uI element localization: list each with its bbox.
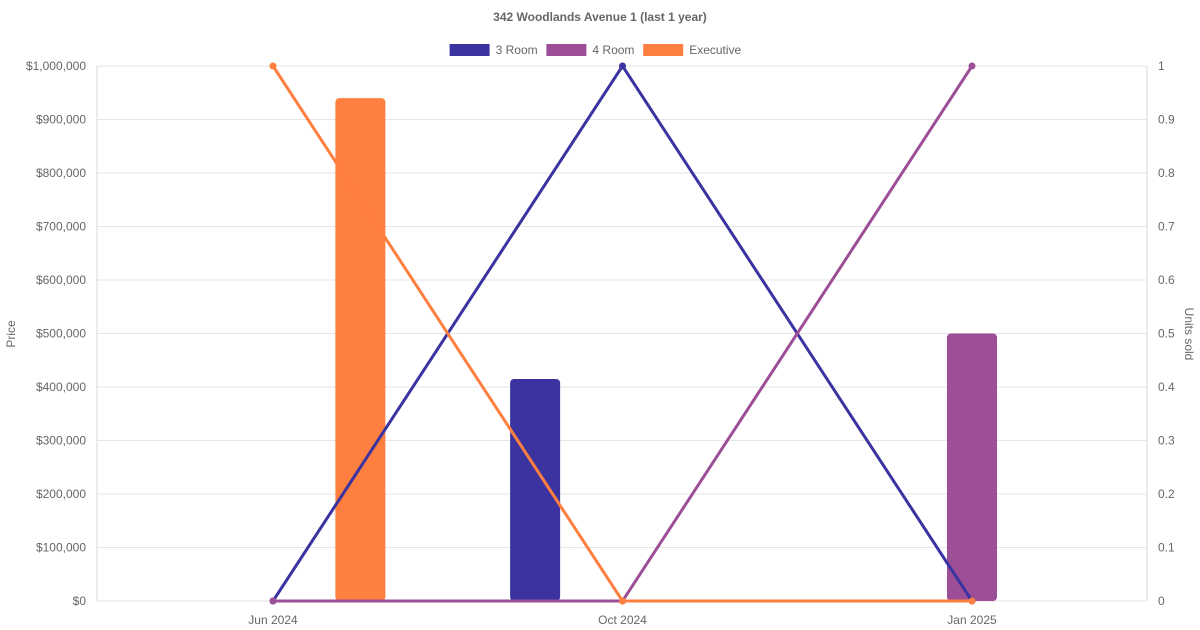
line-point[interactable] — [619, 62, 626, 70]
right-tick-label: 0.4 — [1158, 380, 1175, 394]
right-tick-label: 0.6 — [1158, 273, 1175, 287]
left-tick-label: $200,000 — [36, 487, 86, 501]
legend-label: 3 Room — [496, 43, 538, 57]
right-axis-ticks: 0 0.1 0.2 0.3 0.4 0.5 0.6 0.7 0.8 0.9 1 — [1158, 59, 1175, 608]
left-tick-label: $600,000 — [36, 273, 86, 287]
line-point[interactable] — [968, 62, 976, 70]
left-tick-label: $700,000 — [36, 220, 86, 234]
left-axis-title: Price — [4, 320, 18, 348]
legend-item[interactable]: 4 Room — [546, 43, 634, 57]
right-tick-label: 0.8 — [1158, 166, 1175, 180]
bar[interactable] — [510, 378, 561, 601]
left-tick-label: $0 — [73, 594, 87, 608]
right-tick-label: 0.3 — [1158, 434, 1175, 448]
left-tick-label: $800,000 — [36, 166, 86, 180]
line-point[interactable] — [269, 597, 277, 605]
left-axis-ticks: $0 $100,000 $200,000 $300,000 $400,000 $500,0… — [26, 59, 86, 608]
legend-swatch — [449, 44, 490, 56]
x-tick-label: Jan 2025 — [947, 613, 997, 627]
right-tick-label: 0.9 — [1158, 113, 1175, 127]
left-tick-label: $900,000 — [36, 113, 86, 127]
right-axis-title: Units sold — [1182, 308, 1196, 361]
right-tick-label: 0.2 — [1158, 487, 1175, 501]
right-tick-label: 1 — [1158, 59, 1165, 73]
legend-label: 4 Room — [592, 43, 634, 57]
chart-title: 342 Woodlands Avenue 1 (last 1 year) — [493, 10, 707, 24]
x-tick-label: Oct 2024 — [598, 613, 647, 627]
left-tick-label: $300,000 — [36, 434, 86, 448]
line-point[interactable] — [968, 597, 976, 605]
legend-label: Executive — [689, 43, 741, 57]
legend-item[interactable]: 3 Room — [449, 43, 538, 57]
legend-swatch — [546, 44, 587, 56]
x-axis-ticks: Jun 2024 Oct 2024 Jan 2025 — [248, 613, 997, 627]
bar[interactable] — [335, 98, 386, 601]
right-tick-label: 0.1 — [1158, 541, 1175, 555]
bars — [335, 98, 997, 601]
legend-item[interactable]: Executive — [643, 43, 742, 57]
left-tick-label: $1,000,000 — [26, 59, 86, 73]
left-tick-label: $100,000 — [36, 541, 86, 555]
lines — [269, 62, 976, 605]
line-point[interactable] — [619, 597, 626, 605]
legend-swatch — [643, 44, 684, 56]
right-tick-label: 0.5 — [1158, 327, 1175, 341]
x-tick-label: Jun 2024 — [248, 613, 298, 627]
left-tick-label: $400,000 — [36, 380, 86, 394]
right-tick-label: 0 — [1158, 594, 1165, 608]
left-tick-label: $500,000 — [36, 327, 86, 341]
legend[interactable]: 3 Room 4 Room Executive — [449, 43, 742, 57]
bar[interactable] — [947, 333, 997, 602]
right-tick-label: 0.7 — [1158, 220, 1175, 234]
line-point[interactable] — [269, 62, 277, 70]
